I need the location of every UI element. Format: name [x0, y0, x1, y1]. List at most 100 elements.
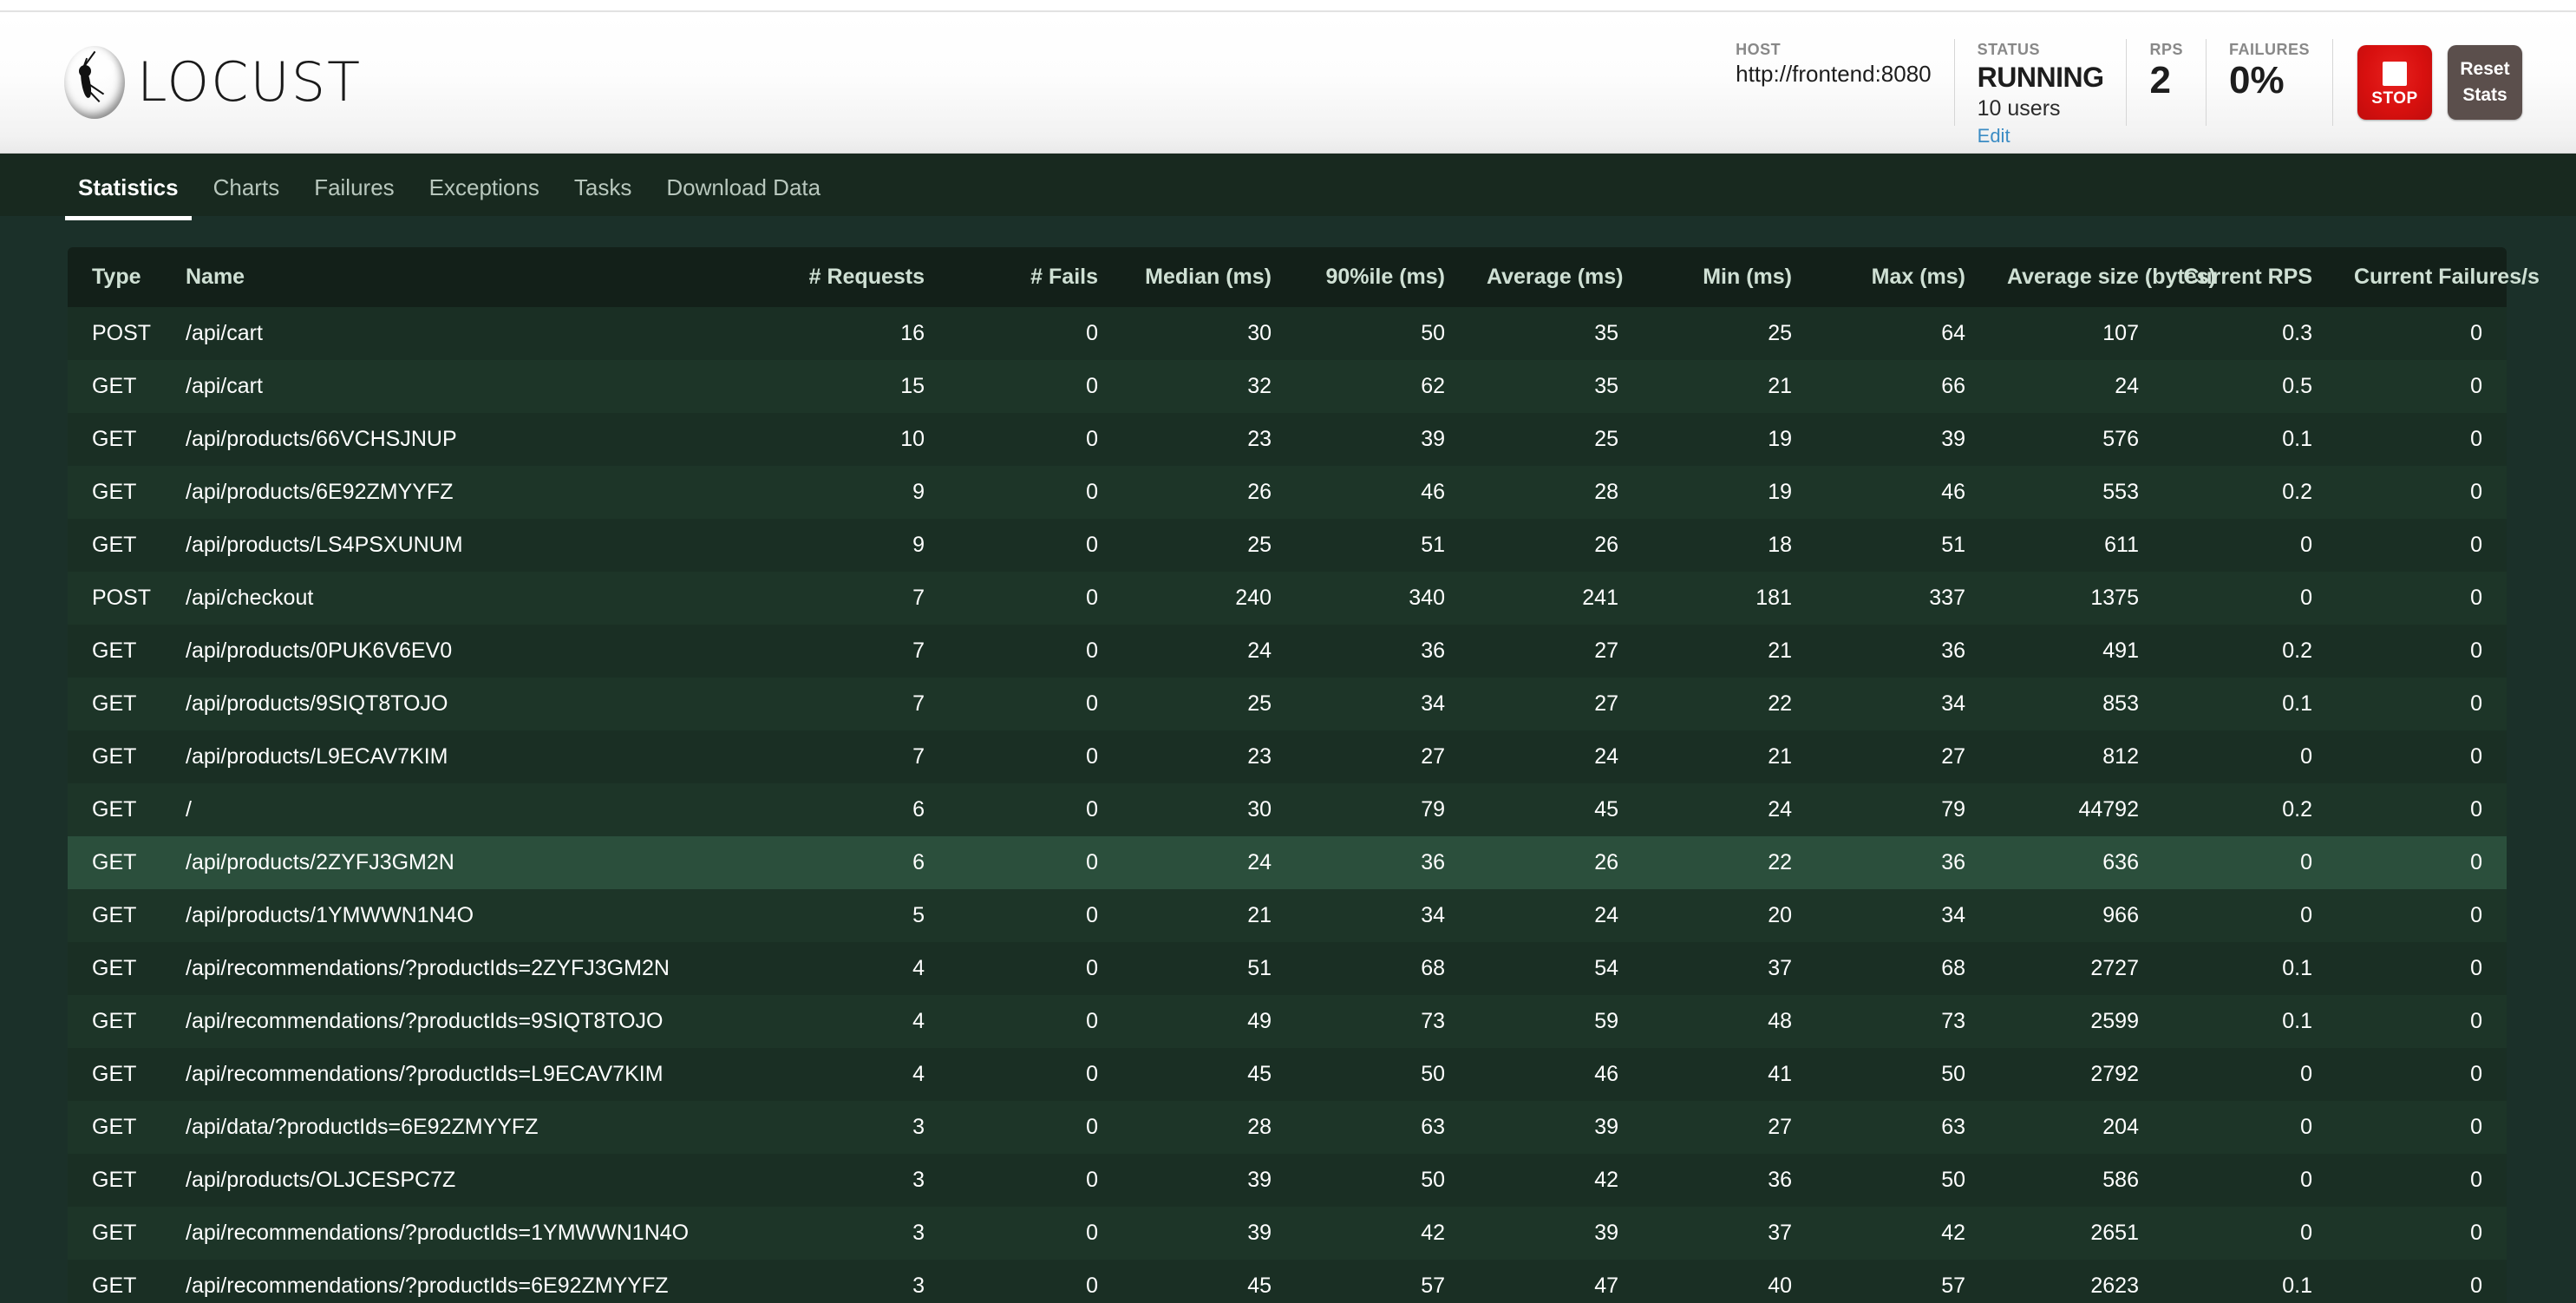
- table-row[interactable]: GET/api/products/2ZYFJ3GM2N 6 0 24 36 26 22 36 6…: [68, 836, 2507, 889]
- cell-type: POST: [92, 586, 152, 610]
- cell-fails: 0: [1086, 427, 1098, 451]
- cell-current-rps: 0.3: [2282, 321, 2312, 345]
- locust-bug-icon: [64, 46, 125, 119]
- table-row[interactable]: GET/api/recommendations/?productIds=2ZYF…: [68, 942, 2507, 995]
- cell-type: GET: [92, 1221, 137, 1245]
- cell-name: /api/products/L9ECAV7KIM: [186, 744, 448, 769]
- cell-name: /: [186, 797, 192, 822]
- table-row[interactable]: POST/api/checkout 7 0 240 340 241 181 337 1375 0 0: [68, 572, 2507, 625]
- cell-name: /api/recommendations/?productIds=6E92ZMY…: [186, 1274, 669, 1298]
- cell-median: 23: [1247, 744, 1272, 769]
- table-row[interactable]: GET/api/products/1YMWWN1N4O 5 0 21 34 24 20 34 9…: [68, 889, 2507, 942]
- cell-current-rps: 0.1: [2282, 691, 2312, 716]
- table-row[interactable]: GET/api/products/L9ECAV7KIM 7 0 23 27 24 21 27 8…: [68, 730, 2507, 783]
- column-header-max-ms[interactable]: Max (ms): [1813, 247, 1986, 307]
- column-header-min-ms[interactable]: Min (ms): [1639, 247, 1813, 307]
- column-header-name[interactable]: Name: [165, 247, 772, 307]
- cell-min: 36: [1768, 1168, 1792, 1192]
- reset-stats-button[interactable]: Reset Stats: [2448, 45, 2522, 120]
- cell-median: 24: [1247, 638, 1272, 663]
- column-header-90-ile-ms[interactable]: 90%ile (ms): [1292, 247, 1466, 307]
- cell-fails: 0: [1086, 1221, 1098, 1245]
- table-row[interactable]: GET/api/data/?productIds=6E92ZMYYFZ 3 0 28 6…: [68, 1101, 2507, 1154]
- cell-average: 27: [1594, 691, 1618, 716]
- table-row[interactable]: GET/api/products/9SIQT8TOJO 7 0 25 34 27 22 34 8…: [68, 678, 2507, 730]
- failures-label: FAILURES: [2228, 41, 2310, 58]
- cell-median: 26: [1247, 480, 1272, 504]
- cell-max: 34: [1941, 903, 1965, 927]
- edit-link[interactable]: Edit: [1977, 124, 2010, 147]
- cell-p90: 73: [1421, 1009, 1445, 1033]
- tab-statistics[interactable]: Statistics: [64, 154, 193, 220]
- tab-charts[interactable]: Charts: [212, 174, 280, 200]
- host-stat: HOST http://frontend:8080: [1713, 39, 1954, 126]
- cell-name: /api/products/LS4PSXUNUM: [186, 533, 463, 557]
- reset-label-line1: Reset: [2460, 58, 2510, 79]
- cell-type: GET: [92, 1274, 137, 1298]
- column-header-average-size-bytes[interactable]: Average size (bytes): [1986, 247, 2216, 307]
- cell-type: GET: [92, 427, 137, 451]
- table-row[interactable]: POST/api/cart 16 0 30 50 35 25 64 107 0.3 0: [68, 307, 2507, 360]
- cell-average: 25: [1594, 427, 1618, 451]
- tab-failures[interactable]: Failures: [314, 174, 395, 200]
- stop-button[interactable]: STOP: [2357, 45, 2432, 120]
- table-row[interactable]: GET/api/products/LS4PSXUNUM 9 0 25 51 26 18 51 6…: [68, 519, 2507, 572]
- table-row[interactable]: GET/api/products/6E92ZMYYFZ 9 0 26 46 28 19 46 5…: [68, 466, 2507, 519]
- cell-current-rps: 0.2: [2282, 797, 2312, 822]
- cell-current-failures: 0: [2470, 1168, 2482, 1192]
- cell-requests: 3: [912, 1221, 925, 1245]
- stop-square-icon: [2383, 62, 2407, 86]
- cell-fails: 0: [1086, 638, 1098, 663]
- cell-requests: 4: [912, 1062, 925, 1086]
- tab-exceptions[interactable]: Exceptions: [428, 174, 539, 200]
- cell-average: 24: [1594, 744, 1618, 769]
- cell-name: /api/checkout: [186, 586, 314, 610]
- app-header: LOCUST HOST http://frontend:8080 STATUS …: [0, 12, 2576, 154]
- table-row[interactable]: GET/api/products/66VCHSJNUP 10 0 23 39 25 19 39…: [68, 413, 2507, 466]
- main-nav: Statistics Charts Failures Exceptions Tasks D…: [0, 154, 2576, 220]
- table-row[interactable]: GET/api/recommendations/?productIds=6E92…: [68, 1260, 2507, 1303]
- cell-p90: 79: [1421, 797, 1445, 822]
- cell-type: GET: [92, 1115, 137, 1139]
- cell-requests: 6: [912, 850, 925, 874]
- cell-min: 181: [1755, 586, 1792, 610]
- reset-label-line2: Stats: [2462, 85, 2507, 105]
- table-row[interactable]: GET / 6 0 30 79 45 24 79 44792 0.2 0: [68, 783, 2507, 836]
- cell-p90: 50: [1421, 321, 1445, 345]
- table-row[interactable]: GET/api/recommendations/?productIds=L9EC…: [68, 1048, 2507, 1101]
- cell-max: 57: [1941, 1274, 1965, 1298]
- cell-max: 68: [1941, 956, 1965, 980]
- tab-tasks[interactable]: Tasks: [573, 174, 632, 200]
- column-header-current-rps[interactable]: Current RPS: [2160, 247, 2333, 307]
- column-header-requests[interactable]: # Requests: [772, 247, 945, 307]
- cell-min: 19: [1768, 480, 1792, 504]
- table-row[interactable]: GET/api/recommendations/?productIds=9SIQ…: [68, 995, 2507, 1048]
- cell-fails: 0: [1086, 903, 1098, 927]
- cell-min: 20: [1768, 903, 1792, 927]
- cell-avg-size: 553: [2102, 480, 2139, 504]
- cell-p90: 42: [1421, 1221, 1445, 1245]
- cell-name: /api/recommendations/?productIds=9SIQT8T…: [186, 1009, 664, 1033]
- cell-max: 34: [1941, 691, 1965, 716]
- cell-avg-size: 107: [2102, 321, 2139, 345]
- cell-fails: 0: [1086, 480, 1098, 504]
- table-row[interactable]: GET/api/cart 15 0 32 62 35 21 66 24 0.5 0: [68, 360, 2507, 413]
- cell-current-failures: 0: [2470, 1274, 2482, 1298]
- column-header-current-failures-s[interactable]: Current Failures/s: [2333, 247, 2540, 307]
- cell-type: GET: [92, 903, 137, 927]
- table-row[interactable]: GET/api/products/OLJCESPC7Z 3 0 39 50 42 36 50 5…: [68, 1154, 2507, 1207]
- column-header-type[interactable]: Type: [68, 247, 165, 307]
- cell-name: /api/cart: [186, 321, 263, 345]
- table-row[interactable]: GET/api/recommendations/?productIds=1YMW…: [68, 1207, 2507, 1260]
- cell-median: 39: [1247, 1221, 1272, 1245]
- column-header-median-ms[interactable]: Median (ms): [1119, 247, 1292, 307]
- column-header-fails[interactable]: # Fails: [945, 247, 1119, 307]
- tab-download-data[interactable]: Download Data: [666, 174, 821, 200]
- cell-max: 36: [1941, 850, 1965, 874]
- cell-current-rps: 0.2: [2282, 480, 2312, 504]
- cell-requests: 3: [912, 1274, 925, 1298]
- table-row[interactable]: GET/api/products/0PUK6V6EV0 7 0 24 36 27 21 36 4…: [68, 625, 2507, 678]
- column-header-average-ms[interactable]: Average (ms): [1466, 247, 1639, 307]
- cell-min: 18: [1768, 533, 1792, 557]
- brand-logo[interactable]: LOCUST: [64, 46, 362, 119]
